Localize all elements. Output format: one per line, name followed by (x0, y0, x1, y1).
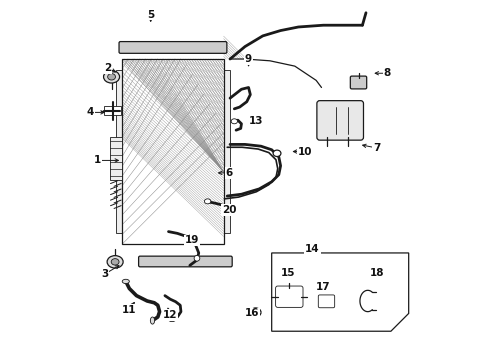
Text: 3: 3 (101, 269, 108, 279)
Ellipse shape (150, 317, 155, 324)
Ellipse shape (169, 318, 175, 321)
Bar (111, 137, 122, 180)
Ellipse shape (250, 308, 261, 317)
Text: 8: 8 (384, 68, 391, 78)
Text: 4: 4 (87, 107, 94, 117)
Ellipse shape (122, 279, 129, 284)
Bar (223, 70, 230, 233)
Polygon shape (271, 253, 409, 331)
Text: 7: 7 (373, 143, 380, 153)
Text: 10: 10 (298, 147, 313, 157)
FancyBboxPatch shape (275, 286, 303, 307)
Text: 2: 2 (104, 63, 112, 73)
Text: 11: 11 (122, 305, 137, 315)
Text: 16: 16 (245, 309, 259, 319)
Text: 12: 12 (163, 310, 177, 320)
Text: 14: 14 (305, 244, 320, 255)
Text: 9: 9 (245, 54, 252, 64)
Text: 18: 18 (369, 267, 384, 278)
Ellipse shape (273, 150, 281, 157)
Text: 20: 20 (222, 205, 236, 215)
FancyBboxPatch shape (318, 295, 335, 308)
Text: 17: 17 (316, 282, 331, 292)
Bar (104, 106, 121, 115)
Ellipse shape (111, 258, 119, 265)
Text: 19: 19 (184, 235, 199, 246)
Ellipse shape (108, 73, 116, 80)
Ellipse shape (231, 119, 238, 124)
Ellipse shape (194, 256, 200, 261)
FancyBboxPatch shape (139, 256, 232, 267)
Text: 15: 15 (280, 267, 295, 278)
FancyBboxPatch shape (350, 76, 367, 89)
Text: 1: 1 (94, 156, 101, 166)
Text: 6: 6 (225, 168, 233, 178)
Text: 5: 5 (147, 9, 154, 19)
FancyBboxPatch shape (119, 42, 227, 53)
FancyBboxPatch shape (317, 101, 364, 140)
Bar (116, 70, 122, 233)
Ellipse shape (107, 256, 123, 268)
Bar (122, 59, 223, 244)
Ellipse shape (103, 71, 120, 83)
Ellipse shape (204, 199, 211, 204)
Text: 13: 13 (248, 116, 263, 126)
